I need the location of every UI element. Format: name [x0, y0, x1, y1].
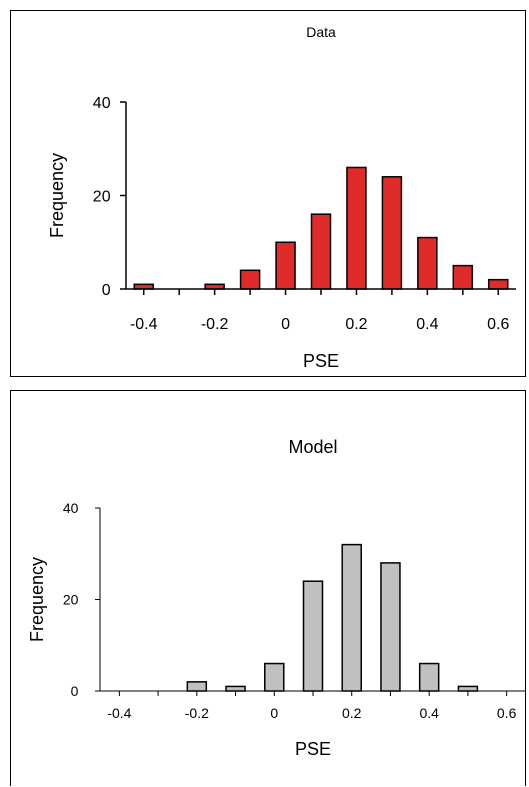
model-histogram-panel: Model 0 20 40 -0.4 -0.2 0 0.2 0.4 0.6 PSE Frequency	[10, 390, 526, 786]
data-x-tick-label: -0.2	[201, 316, 229, 333]
model-chart-title: Model	[288, 437, 337, 457]
data-x-tick-label: 0.6	[487, 316, 509, 333]
data-bar	[488, 278, 509, 290]
data-y-axis-label: Frequency	[47, 153, 67, 238]
data-y-tick-label: 40	[93, 95, 111, 112]
model-x-tick-label: 0.6	[497, 705, 517, 721]
data-y-tick-label: 20	[93, 188, 111, 205]
model-x-tick-label: 0	[270, 705, 278, 721]
model-x-tick-label: 0.2	[342, 705, 362, 721]
data-bar	[381, 176, 403, 290]
model-bar	[341, 543, 362, 692]
data-bar	[310, 213, 332, 290]
data-x-tick-label: -0.4	[130, 316, 158, 333]
model-bar	[457, 685, 479, 692]
model-bar	[225, 685, 246, 692]
model-bar	[380, 562, 401, 692]
data-x-axis-label: PSE	[303, 351, 339, 371]
model-bar	[186, 681, 208, 692]
data-bar	[346, 166, 367, 290]
model-x-tick-label: 0.4	[419, 705, 439, 721]
model-x-tick-label: -0.2	[185, 705, 209, 721]
data-x-tick-label: 0	[281, 316, 290, 333]
model-y-tick-label: 20	[63, 592, 79, 608]
model-y-tick-label: 0	[71, 683, 79, 699]
model-x-axis-label: PSE	[295, 739, 331, 759]
data-x-tick-label: 0.4	[416, 316, 438, 333]
data-chart-title: Data	[306, 24, 336, 40]
model-y-axis-label: Frequency	[27, 557, 47, 642]
model-histogram-chart: Model 0 20 40 -0.4 -0.2 0 0.2 0.4 0.6 PSE Frequency	[27, 437, 526, 759]
data-bar	[239, 269, 261, 290]
model-y-tick-label: 40	[63, 500, 79, 516]
data-histogram-chart: Data 0 20 40 -0.4 -0.2 0 0.2 0.4 0.6 PSE Frequency	[47, 24, 516, 371]
data-bar	[417, 236, 438, 290]
model-x-tick-label: -0.4	[107, 705, 131, 721]
data-bar	[275, 241, 296, 290]
data-histogram-panel: Data 0 20 40 -0.4 -0.2 0 0.2 0.4 0.6 PSE Frequency	[10, 10, 526, 377]
model-bar	[302, 580, 324, 692]
model-bar	[264, 662, 285, 692]
data-bar	[452, 264, 474, 290]
model-bar	[418, 662, 440, 692]
data-x-tick-label: 0.2	[345, 316, 367, 333]
data-y-tick-label: 0	[102, 282, 111, 299]
